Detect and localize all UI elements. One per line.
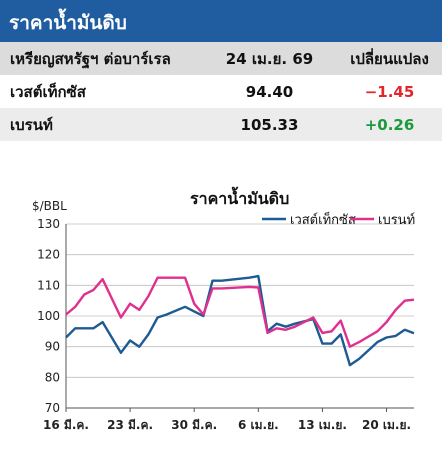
chart-title: ราคาน้ำมันดิบ [190,186,289,208]
row-name-wti: เวสต์เท็กซัส [0,75,202,108]
column-header-change: เปลี่ยนแปลง [337,42,442,75]
x-tick-label: 23 มี.ค. [107,418,153,432]
y-tick-labels: 70 80 90 100 110 120 130 [37,217,60,415]
page-title: ราคาน้ำมันดิบ [9,12,127,34]
column-header-unit: เหรียญสหรัฐฯ ต่อบาร์เรล [0,42,202,75]
table-header-row: เหรียญสหรัฐฯ ต่อบาร์เรล 24 เม.ย. 69 เปลี… [0,42,442,75]
series-line-wti [65,274,415,367]
chart-legend: เวสต์เท็กซัส เบรนท์ [262,210,415,228]
x-tick-label: 13 เม.ย. [298,418,347,432]
x-tick-labels: 16 มี.ค. 23 มี.ค. 30 มี.ค. 6 เม.ย. 13 เม.ย. 2… [43,408,411,432]
x-tick-label: 6 เม.ย. [238,418,279,432]
row-change-brent: +0.26 [337,108,442,141]
row-price-brent: 105.33 [202,108,337,141]
y-tick-label: 70 [45,401,60,415]
header-bar: ราคาน้ำมันดิบ [0,0,442,42]
x-tick-label: 30 มี.ค. [171,418,217,432]
row-price-wti: 94.40 [202,75,337,108]
row-name-brent: เบรนท์ [0,108,202,141]
y-tick-label: 90 [45,340,60,354]
price-table: เหรียญสหรัฐฯ ต่อบาร์เรล 24 เม.ย. 69 เปลี… [0,42,442,141]
table-row: เวสต์เท็กซัส 94.40 −1.45 [0,75,442,108]
y-tick-label: 130 [37,217,60,231]
chart-series [65,274,415,367]
y-tick-label: 80 [45,370,60,384]
x-tick-label: 16 มี.ค. [43,418,89,432]
oil-price-chart: ราคาน้ำมันดิบ $/BBL 70 80 90 100 110 120 130 1… [32,186,415,432]
legend-label: เบรนท์ [378,212,415,228]
y-tick-label: 110 [37,278,60,292]
y-axis-label: $/BBL [32,199,67,213]
row-change-wti: −1.45 [337,75,442,108]
chart-grid [65,223,414,409]
y-tick-label: 100 [37,309,60,323]
legend-label: เวสต์เท็กซัส [290,210,356,228]
table-row: เบรนท์ 105.33 +0.26 [0,108,442,141]
column-header-date: 24 เม.ย. 69 [202,42,337,75]
y-tick-label: 120 [37,248,60,262]
x-tick-label: 20 เม.ย. [362,418,411,432]
series-line-brent [65,276,415,348]
